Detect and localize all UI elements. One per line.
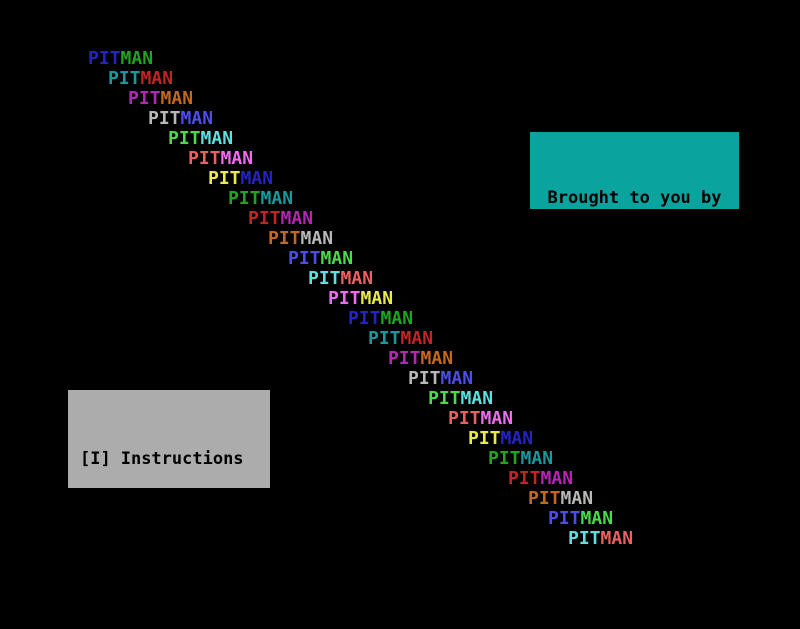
pitman-logo-row: PITMAN xyxy=(268,230,333,248)
menu-label-instructions: Instructions xyxy=(120,449,244,469)
pitman-man-text: MAN xyxy=(160,88,194,109)
pitman-man-text: MAN xyxy=(360,288,394,309)
pitman-man-text: MAN xyxy=(300,228,334,249)
pitman-pit-text: PIT xyxy=(448,408,481,429)
title-screen: PITMAN PITMAN PITMAN PITMAN PITMAN PITMAN PITM… xyxy=(68,49,739,589)
pitman-man-text: MAN xyxy=(260,188,294,209)
pitman-man-text: MAN xyxy=(600,528,634,549)
pitman-logo-row: PITMAN xyxy=(288,250,353,268)
pitman-logo-row: PITMAN xyxy=(548,510,613,528)
pitman-logo-row: PITMAN xyxy=(348,310,413,328)
pitman-logo-row: PITMAN xyxy=(308,270,373,288)
pitman-logo-row: PITMAN xyxy=(88,50,153,68)
pitman-pit-text: PIT xyxy=(548,508,581,529)
pitman-man-text: MAN xyxy=(180,108,214,129)
menu-label-play: Play xyxy=(120,509,162,529)
pitman-man-text: MAN xyxy=(540,468,574,489)
pitman-pit-text: PIT xyxy=(468,428,501,449)
pitman-man-text: MAN xyxy=(120,48,154,69)
main-menu: [I] Instructions [P] Play [S] Starting leve… xyxy=(68,390,270,589)
pitman-pit-text: PIT xyxy=(568,528,601,549)
credit-box: Brought to you by hitchhikr Softworks xyxy=(530,132,739,268)
pitman-logo-row: PITMAN xyxy=(208,170,273,188)
menu-key-play: [P] xyxy=(80,509,111,529)
pitman-man-text: MAN xyxy=(580,508,614,529)
pitman-pit-text: PIT xyxy=(168,128,201,149)
pitman-pit-text: PIT xyxy=(508,468,541,489)
pitman-logo-row: PITMAN xyxy=(508,470,573,488)
pitman-pit-text: PIT xyxy=(428,388,461,409)
credit-line-1: Brought to you by xyxy=(547,188,722,208)
pitman-pit-text: PIT xyxy=(288,248,321,269)
pitman-man-text: MAN xyxy=(140,68,174,89)
pitman-pit-text: PIT xyxy=(488,448,521,469)
menu-label-starting-level: Starting level xyxy=(120,569,265,589)
pitman-logo-row: PITMAN xyxy=(488,450,553,468)
pitman-logo-row: PITMAN xyxy=(108,70,173,88)
pitman-man-text: MAN xyxy=(240,168,274,189)
pitman-logo-row: PITMAN xyxy=(448,410,513,428)
menu-key-instructions: [I] xyxy=(80,449,111,469)
pitman-man-text: MAN xyxy=(220,148,254,169)
pitman-man-text: MAN xyxy=(520,448,554,469)
menu-item-play[interactable]: [P] Play xyxy=(80,509,270,529)
pitman-logo-row: PITMAN xyxy=(148,110,213,128)
pitman-logo-row: PITMAN xyxy=(368,330,433,348)
pitman-man-text: MAN xyxy=(380,308,414,329)
pitman-logo-row: PITMAN xyxy=(188,150,253,168)
menu-item-starting-level[interactable]: [S] Starting level xyxy=(80,569,270,589)
menu-key-starting-level: [S] xyxy=(80,569,111,589)
pitman-logo-row: PITMAN xyxy=(128,90,193,108)
pitman-man-text: MAN xyxy=(320,248,354,269)
pitman-pit-text: PIT xyxy=(268,228,301,249)
pitman-logo-row: PITMAN xyxy=(428,390,493,408)
pitman-pit-text: PIT xyxy=(368,328,401,349)
pitman-logo-row: PITMAN xyxy=(168,130,233,148)
pitman-man-text: MAN xyxy=(560,488,594,509)
menu-item-instructions[interactable]: [I] Instructions xyxy=(80,449,270,469)
pitman-pit-text: PIT xyxy=(528,488,561,509)
pitman-man-text: MAN xyxy=(200,128,234,149)
pitman-pit-text: PIT xyxy=(228,188,261,209)
pitman-logo-row: PITMAN xyxy=(248,210,313,228)
pitman-man-text: MAN xyxy=(400,328,434,349)
pitman-pit-text: PIT xyxy=(308,268,341,289)
pitman-pit-text: PIT xyxy=(128,88,161,109)
pitman-pit-text: PIT xyxy=(248,208,281,229)
pitman-logo-row: PITMAN xyxy=(408,370,473,388)
pitman-man-text: MAN xyxy=(460,388,494,409)
pitman-pit-text: PIT xyxy=(188,148,221,169)
pitman-pit-text: PIT xyxy=(148,108,181,129)
pitman-man-text: MAN xyxy=(500,428,534,449)
pitman-man-text: MAN xyxy=(340,268,374,289)
pitman-pit-text: PIT xyxy=(108,68,141,89)
pitman-pit-text: PIT xyxy=(88,48,121,69)
pitman-pit-text: PIT xyxy=(388,348,421,369)
pitman-pit-text: PIT xyxy=(208,168,241,189)
pitman-man-text: MAN xyxy=(440,368,474,389)
pitman-logo-row: PITMAN xyxy=(228,190,293,208)
pitman-pit-text: PIT xyxy=(348,308,381,329)
pitman-pit-text: PIT xyxy=(328,288,361,309)
pitman-man-text: MAN xyxy=(480,408,514,429)
pitman-logo-row: PITMAN xyxy=(528,490,593,508)
pitman-logo-row: PITMAN xyxy=(468,430,533,448)
pitman-logo-row: PITMAN xyxy=(568,530,633,548)
pitman-logo-row: PITMAN xyxy=(328,290,393,308)
pitman-pit-text: PIT xyxy=(408,368,441,389)
pitman-man-text: MAN xyxy=(420,348,454,369)
credit-line-2: hitchhikr Softworks xyxy=(537,248,732,268)
pitman-logo-row: PITMAN xyxy=(388,350,453,368)
pitman-man-text: MAN xyxy=(280,208,314,229)
